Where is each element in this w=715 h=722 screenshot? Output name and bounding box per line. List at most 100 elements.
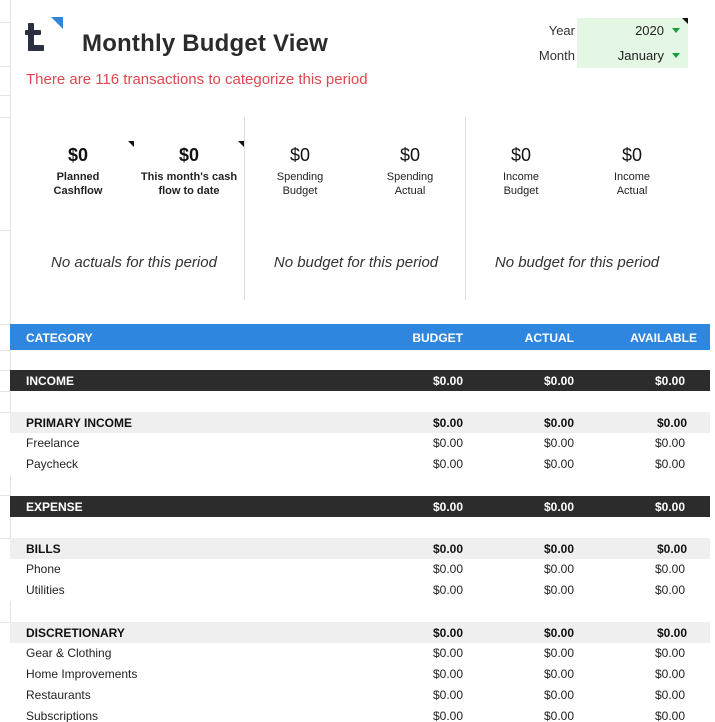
available-cell: $0.00 xyxy=(656,542,687,556)
stat-planned-cashflow: $0 Planned Cashflow xyxy=(23,145,133,198)
row-label: Home Improvements xyxy=(26,667,138,681)
month-dropdown[interactable]: January xyxy=(577,43,688,68)
stat-spending-actual: $0 Spending Actual xyxy=(355,145,465,198)
stat-amount: $0 xyxy=(289,145,311,165)
row-label: INCOME xyxy=(26,374,74,388)
available-cell: $0.00 xyxy=(654,667,685,681)
stat-cashflow-to-date: $0 This month's cash flow to date xyxy=(134,145,244,198)
budget-cell: $0.00 xyxy=(432,562,463,576)
table-row[interactable]: Phone $0.00 $0.00 $0.00 xyxy=(10,559,710,580)
stat-amount: $0 xyxy=(621,145,643,165)
month-label: Month xyxy=(538,48,575,63)
stat-amount: $0 xyxy=(510,145,532,165)
column-header-budget: BUDGET xyxy=(412,331,463,345)
table-row[interactable]: Freelance $0.00 $0.00 $0.00 xyxy=(10,433,710,454)
group-row-bills[interactable]: BILLS $0.00 $0.00 $0.00 xyxy=(10,538,710,559)
actual-cell: $0.00 xyxy=(543,562,574,576)
budget-cell: $0.00 xyxy=(432,709,463,722)
stat-label: Spending Actual xyxy=(386,171,434,197)
actual-cell: $0.00 xyxy=(543,457,574,471)
actual-cell: $0.00 xyxy=(543,416,574,430)
stat-label: Income Actual xyxy=(613,171,651,197)
actual-cell: $0.00 xyxy=(543,709,574,722)
available-cell: $0.00 xyxy=(654,583,685,597)
actual-cell: $0.00 xyxy=(543,374,574,388)
budget-cell: $0.00 xyxy=(432,542,463,556)
budget-cell: $0.00 xyxy=(432,646,463,660)
actual-cell: $0.00 xyxy=(543,688,574,702)
month-value: January xyxy=(617,48,664,63)
budget-cell: $0.00 xyxy=(432,583,463,597)
income-empty-message: No budget for this period xyxy=(494,254,660,271)
stat-label: Spending Budget xyxy=(276,171,324,197)
stat-label: This month's cash flow to date xyxy=(140,171,238,197)
group-row-primary-income[interactable]: PRIMARY INCOME $0.00 $0.00 $0.00 xyxy=(10,412,710,433)
row-label: BILLS xyxy=(26,542,61,556)
available-cell: $0.00 xyxy=(654,374,685,388)
stat-amount: $0 xyxy=(399,145,421,165)
column-header-available: AVAILABLE xyxy=(630,331,697,345)
actual-cell: $0.00 xyxy=(543,500,574,514)
available-cell: $0.00 xyxy=(654,436,685,450)
available-cell: $0.00 xyxy=(654,562,685,576)
budget-cell: $0.00 xyxy=(432,374,463,388)
row-label: Phone xyxy=(26,562,61,576)
year-label: Year xyxy=(548,23,575,38)
table-row[interactable]: Home Improvements $0.00 $0.00 $0.00 xyxy=(10,664,710,685)
stat-income-budget: $0 Income Budget xyxy=(466,145,576,198)
row-label: Subscriptions xyxy=(26,709,99,722)
available-cell: $0.00 xyxy=(654,457,685,471)
actual-cell: $0.00 xyxy=(543,646,574,660)
budget-cell: $0.00 xyxy=(432,688,463,702)
table-row[interactable]: Gear & Clothing $0.00 $0.00 $0.00 xyxy=(10,643,710,664)
row-label: Gear & Clothing xyxy=(26,646,112,660)
year-dropdown[interactable]: 2020 xyxy=(577,18,688,43)
stat-amount: $0 xyxy=(178,145,200,165)
column-header-category: CATEGORY xyxy=(26,331,93,345)
stat-spending-budget: $0 Spending Budget xyxy=(245,145,355,198)
budget-cell: $0.00 xyxy=(432,626,463,640)
row-label: DISCRETIONARY xyxy=(26,626,125,640)
row-label: Utilities xyxy=(26,583,65,597)
available-cell: $0.00 xyxy=(654,500,685,514)
budget-cell: $0.00 xyxy=(432,416,463,430)
table-row[interactable]: Restaurants $0.00 $0.00 $0.00 xyxy=(10,685,710,706)
cell-note-marker xyxy=(682,18,688,24)
actual-cell: $0.00 xyxy=(543,542,574,556)
available-cell: $0.00 xyxy=(656,626,687,640)
actual-cell: $0.00 xyxy=(543,667,574,681)
row-label: Paycheck xyxy=(26,457,79,471)
section-divider xyxy=(244,117,245,300)
table-row[interactable]: Subscriptions $0.00 $0.00 $0.00 xyxy=(10,706,710,722)
stat-label: Planned Cashflow xyxy=(53,171,103,197)
available-cell: $0.00 xyxy=(654,688,685,702)
uncategorized-notice: There are 116 transactions to categorize… xyxy=(26,71,368,88)
row-label: EXPENSE xyxy=(26,500,83,514)
tiller-logo-icon xyxy=(25,17,63,51)
column-header-actual: ACTUAL xyxy=(524,331,574,345)
table-row[interactable]: Utilities $0.00 $0.00 $0.00 xyxy=(10,580,710,601)
available-cell: $0.00 xyxy=(654,709,685,722)
budget-cell: $0.00 xyxy=(432,500,463,514)
row-label: Restaurants xyxy=(26,688,91,702)
chevron-down-icon xyxy=(672,28,680,33)
section-row-income[interactable]: INCOME $0.00 $0.00 $0.00 xyxy=(10,370,710,391)
table-row[interactable]: Paycheck $0.00 $0.00 $0.00 xyxy=(10,454,710,475)
group-row-discretionary[interactable]: DISCRETIONARY $0.00 $0.00 $0.00 xyxy=(10,622,710,643)
available-cell: $0.00 xyxy=(656,416,687,430)
budget-cell: $0.00 xyxy=(432,436,463,450)
row-gridlines xyxy=(0,0,11,722)
table-header: CATEGORY BUDGET ACTUAL AVAILABLE xyxy=(10,324,710,350)
row-label: Freelance xyxy=(26,436,80,450)
budget-cell: $0.00 xyxy=(432,667,463,681)
stat-amount: $0 xyxy=(67,145,89,165)
cell-note-marker xyxy=(238,141,244,147)
stat-label: Income Budget xyxy=(502,171,540,197)
stat-income-actual: $0 Income Actual xyxy=(577,145,687,198)
cell-note-marker xyxy=(128,141,134,147)
available-cell: $0.00 xyxy=(654,646,685,660)
section-row-expense[interactable]: EXPENSE $0.00 $0.00 $0.00 xyxy=(10,496,710,517)
actual-cell: $0.00 xyxy=(543,436,574,450)
row-label: PRIMARY INCOME xyxy=(26,416,133,430)
